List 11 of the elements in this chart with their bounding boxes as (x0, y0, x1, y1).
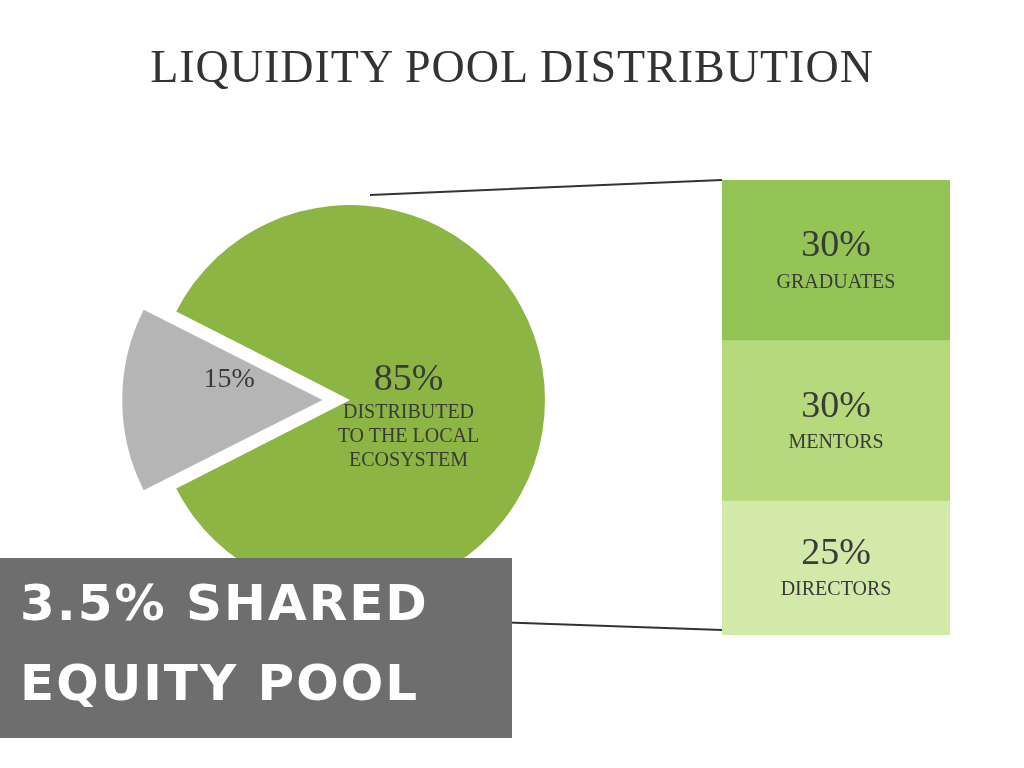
data-label: 25% (801, 530, 871, 573)
data-label: 85% (373, 355, 444, 398)
series-label: MENTORS (788, 430, 884, 453)
data-label: 30% (801, 382, 871, 425)
slice-label: DISTRIBUTED TO THE LOCAL ECOSYSTEM (337, 399, 480, 470)
chart-title: LIQUIDITY POOL DISTRIBUTION (149, 40, 875, 93)
data-label: 30% (801, 222, 871, 265)
text: 3.5% SHARED EQUITY POOL (0, 558, 512, 738)
series-label: DIRECTORS (780, 577, 892, 600)
series-label: GRADUATES (776, 269, 896, 292)
data-label: 15% (203, 362, 255, 394)
